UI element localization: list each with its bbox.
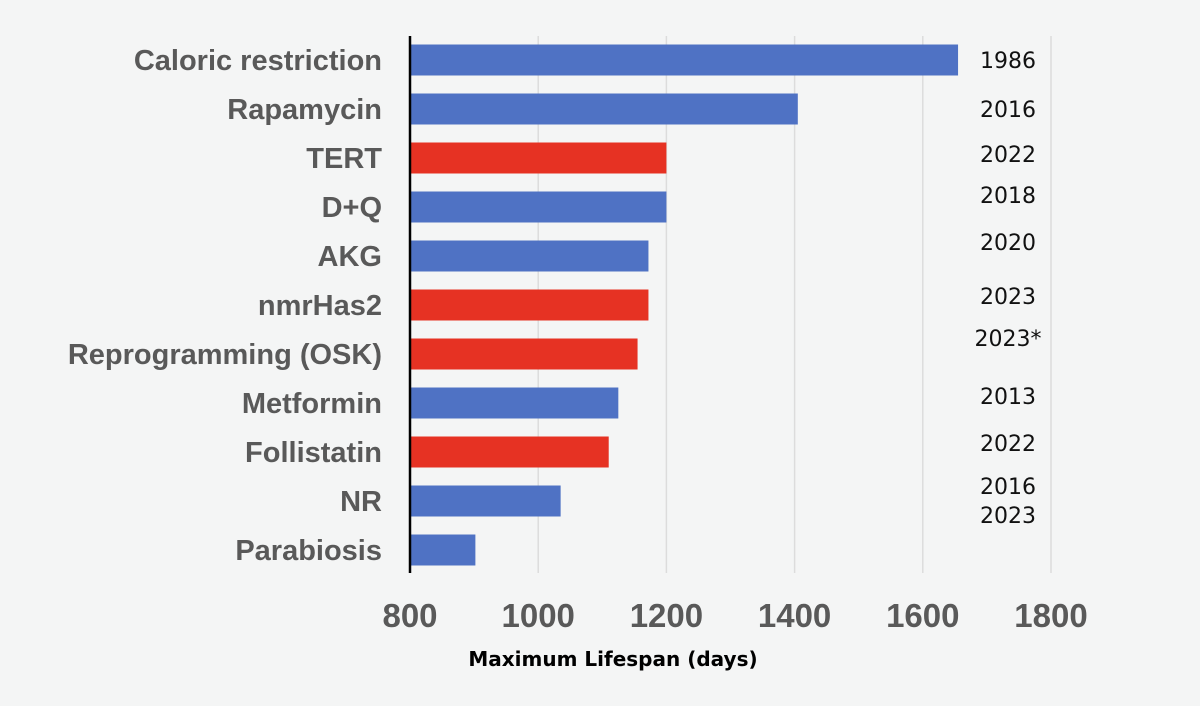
bar-caloric-restriction	[410, 44, 959, 76]
bar-metformin	[410, 387, 619, 419]
x-tick-label: 1000	[501, 597, 574, 634]
category-label: AKG	[318, 241, 382, 273]
year-annotation: 2023	[980, 504, 1036, 529]
x-tick-label: 1200	[630, 597, 703, 634]
year-annotation: 2022	[980, 143, 1036, 168]
x-tick-label: 1800	[1014, 597, 1087, 634]
year-annotation: 2013	[980, 385, 1036, 410]
x-axis-title: Maximum Lifespan (days)	[468, 647, 757, 671]
category-label: nmrHas2	[258, 290, 382, 322]
bar-rapamycin	[410, 93, 798, 125]
x-tick-label: 800	[382, 597, 437, 634]
bar-nmrhas2	[410, 289, 649, 321]
category-label: Caloric restriction	[134, 45, 382, 77]
year-annotation: 2020	[980, 231, 1036, 256]
category-label: TERT	[306, 143, 382, 175]
category-label: Reprogramming (OSK)	[68, 339, 382, 371]
bars	[410, 44, 959, 566]
category-label: Rapamycin	[227, 94, 382, 126]
year-annotation: 1986	[980, 49, 1036, 74]
year-annotation: 2018	[980, 184, 1036, 209]
year-annotation: 2016	[980, 98, 1036, 123]
bar-tert	[410, 142, 667, 174]
bar-akg	[410, 240, 649, 272]
bar-d-q	[410, 191, 667, 223]
bar-follistatin	[410, 436, 609, 468]
year-annotation: 2022	[980, 432, 1036, 457]
year-annotation: 2023	[980, 285, 1036, 310]
x-tick-label: 1600	[886, 597, 959, 634]
category-label: NR	[340, 486, 382, 518]
year-annotation: 2016	[980, 475, 1036, 500]
category-labels: Caloric restriction Rapamycin TERT D+Q AKG nm…	[68, 45, 382, 567]
year-annotation: 2023*	[975, 327, 1042, 352]
category-label: Metformin	[242, 388, 382, 420]
x-tick-label: 1400	[758, 597, 831, 634]
year-annotations: 1986 2016 2022 2018 2020 2023 2023* 2013 2022 201…	[975, 49, 1042, 529]
bar-parabiosis	[410, 534, 476, 566]
category-label: Follistatin	[245, 437, 382, 469]
gridlines	[537, 36, 1052, 573]
bar-reprogramming-osk	[410, 338, 638, 370]
x-tick-labels: 800 1000 1200 1400 1600 1800	[382, 597, 1087, 634]
category-label: Parabiosis	[235, 535, 382, 567]
bar-nr	[410, 485, 561, 517]
category-label: D+Q	[322, 192, 382, 224]
